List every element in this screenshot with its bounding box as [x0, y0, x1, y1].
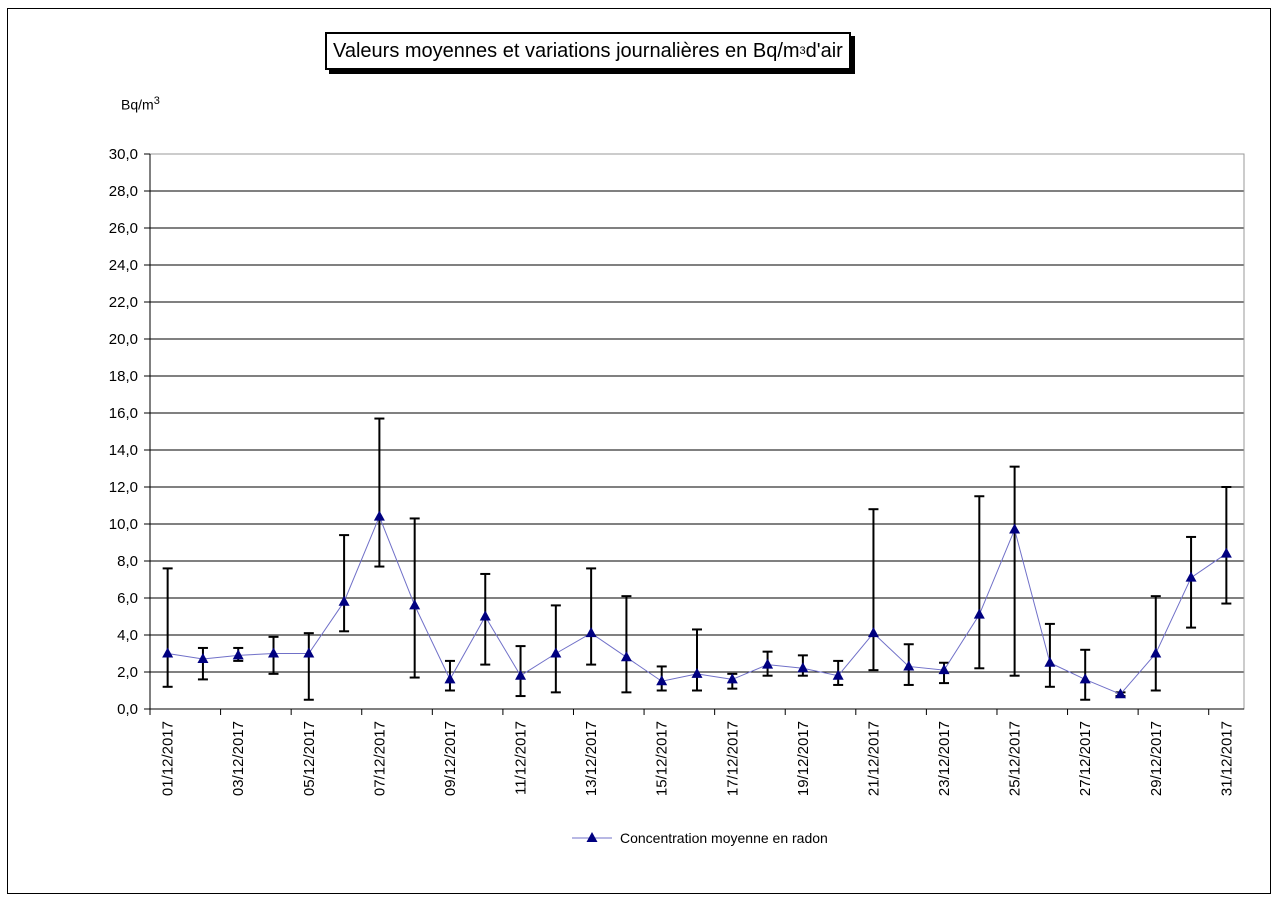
- y-tick-label: 30,0: [109, 146, 138, 163]
- y-axis-unit-main: Bq/m: [121, 96, 154, 113]
- data-point: [232, 649, 244, 660]
- y-tick-label: 16,0: [109, 405, 138, 422]
- data-point: [1114, 688, 1126, 699]
- data-point: [620, 651, 632, 662]
- x-tick-label: 19/12/2017: [795, 721, 812, 796]
- x-tick-label: 09/12/2017: [442, 721, 459, 796]
- x-tick-label: 15/12/2017: [654, 721, 671, 796]
- x-tick-label: 25/12/2017: [1007, 721, 1024, 796]
- chart-title: Valeurs moyennes et variations journaliè…: [325, 32, 851, 70]
- y-axis-unit-label: Bq/m3: [121, 95, 160, 113]
- data-point: [656, 675, 668, 686]
- legend: Concentration moyenne en radon: [572, 830, 828, 846]
- y-axis-unit-superscript: 3: [153, 95, 160, 107]
- y-tick-label: 8,0: [117, 553, 138, 570]
- chart-frame: [7, 8, 1271, 894]
- y-tick-label: 24,0: [109, 257, 138, 274]
- data-point: [973, 608, 985, 619]
- x-tick-label: 27/12/2017: [1077, 721, 1094, 796]
- data-point: [1009, 523, 1021, 534]
- x-tick-label: 13/12/2017: [583, 721, 600, 796]
- data-point: [1044, 656, 1056, 667]
- data-point: [726, 673, 738, 684]
- data-point: [797, 662, 809, 673]
- legend-marker: [586, 832, 598, 842]
- data-point: [162, 647, 174, 658]
- data-point: [867, 627, 879, 638]
- x-tick-label: 21/12/2017: [865, 721, 882, 796]
- data-point: [1220, 547, 1232, 558]
- data-point: [515, 669, 527, 680]
- data-point: [268, 647, 280, 658]
- data-point: [550, 647, 562, 658]
- y-tick-label: 10,0: [109, 516, 138, 533]
- x-tick-label: 05/12/2017: [301, 721, 318, 796]
- y-tick-label: 22,0: [109, 294, 138, 311]
- chart-title-tail: d'air: [805, 39, 843, 62]
- legend-label: Concentration moyenne en radon: [620, 830, 828, 846]
- plot-area-border: [149, 153, 1245, 710]
- data-point: [938, 664, 950, 675]
- data-point: [338, 595, 350, 606]
- x-tick-label: 03/12/2017: [230, 721, 247, 796]
- y-tick-label: 2,0: [117, 664, 138, 681]
- y-tick-label: 20,0: [109, 331, 138, 348]
- y-tick-label: 4,0: [117, 627, 138, 644]
- data-point: [444, 673, 456, 684]
- x-tick-label: 23/12/2017: [936, 721, 953, 796]
- y-tick-label: 6,0: [117, 590, 138, 607]
- x-tick-label: 07/12/2017: [371, 721, 388, 796]
- data-point: [832, 669, 844, 680]
- x-tick-labels: 01/12/2017 03/12/2017 05/12/2017 07/12/2017…: [160, 721, 1236, 796]
- y-tick-label: 18,0: [109, 368, 138, 385]
- x-tick-label: 31/12/2017: [1218, 721, 1235, 796]
- chart-title-superscript: 3: [799, 45, 806, 57]
- x-tick-label: 01/12/2017: [160, 721, 177, 796]
- gridlines: [150, 153, 1244, 673]
- data-point: [303, 647, 315, 658]
- data-point: [1185, 571, 1197, 582]
- series-markers: [162, 510, 1232, 699]
- x-tick-label: 17/12/2017: [724, 721, 741, 796]
- data-point: [409, 599, 421, 610]
- y-tick-label: 28,0: [109, 183, 138, 200]
- x-tick-label: 29/12/2017: [1148, 721, 1165, 796]
- y-tick-label: 12,0: [109, 479, 138, 496]
- y-tick-label: 26,0: [109, 220, 138, 237]
- data-point: [585, 627, 597, 638]
- data-point: [1079, 673, 1091, 684]
- y-tick-labels: 0,0 2,0 4,0 6,0 8,0 10,0 12,0 14,0 16,0 18,0 20,0 2…: [109, 146, 138, 718]
- axes: [144, 153, 1244, 715]
- data-point: [691, 667, 703, 678]
- error-bars: [162, 417, 1232, 701]
- y-tick-label: 14,0: [109, 442, 138, 459]
- data-point: [1150, 647, 1162, 658]
- data-point: [373, 510, 385, 521]
- data-point: [903, 660, 915, 671]
- y-tick-label: 0,0: [117, 701, 138, 718]
- data-point: [762, 658, 774, 669]
- x-tick-label: 11/12/2017: [513, 721, 530, 795]
- data-point: [197, 653, 209, 664]
- chart-title-main: Valeurs moyennes et variations journaliè…: [333, 39, 800, 62]
- data-point: [479, 610, 491, 621]
